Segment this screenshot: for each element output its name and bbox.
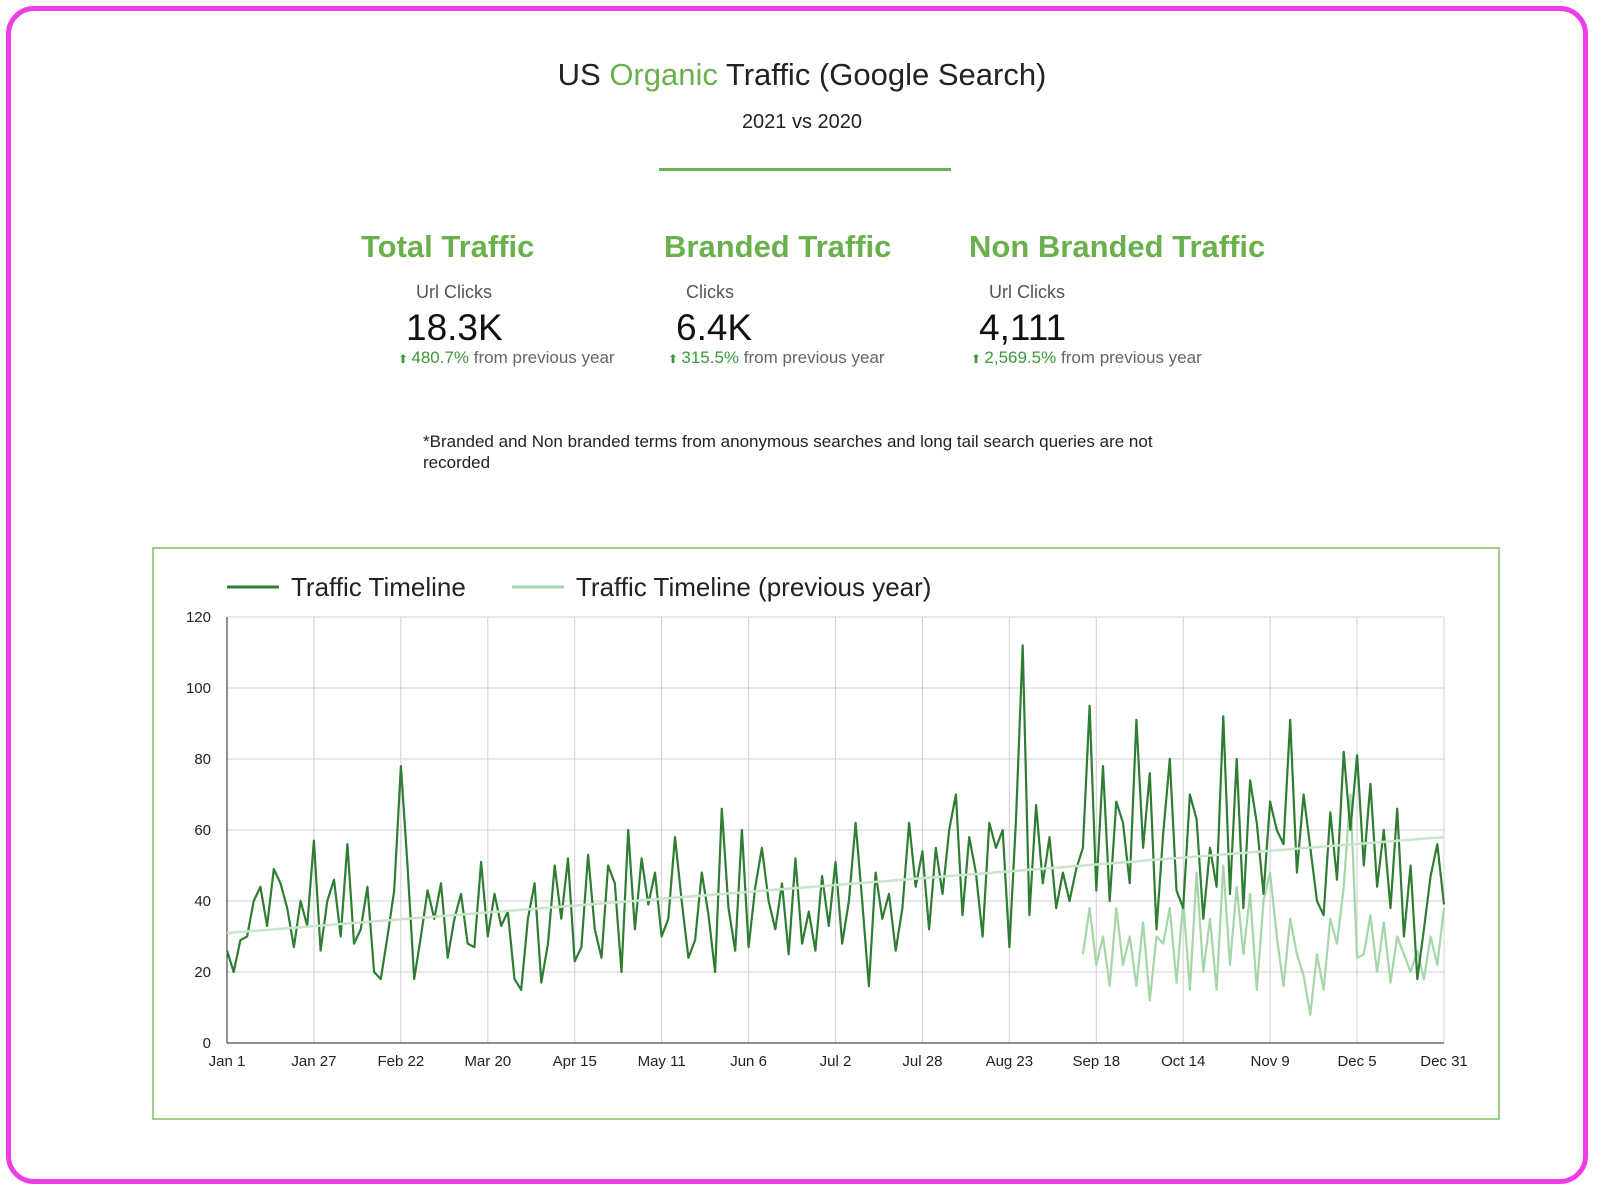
x-tick-label: Jul 28 — [902, 1053, 942, 1070]
subtitle: 2021 vs 2020 — [741, 111, 863, 133]
kpi-title: Non Branded Traffic — [969, 229, 1266, 264]
x-tick-label: Sep 18 — [1073, 1053, 1121, 1070]
x-tick-label: Aug 23 — [986, 1053, 1034, 1070]
kpi-change: ⬆ 315.5% from previous year — [668, 348, 885, 368]
divider — [659, 168, 951, 171]
title: US Organic Traffic (Google Search) — [11, 57, 1593, 93]
chart-border — [152, 547, 1500, 1120]
kpi-change-value: 2,569.5% — [984, 348, 1057, 367]
legend-label: Traffic Timeline (previous year) — [576, 572, 931, 602]
kpi-value: 4,111 — [979, 307, 1067, 348]
y-tick-label: 100 — [186, 680, 211, 697]
x-tick-label: Jan 27 — [291, 1053, 336, 1070]
kpi-change-text: from previous year — [743, 348, 885, 367]
kpi-change: ⬆ 2,569.5% from previous year — [971, 348, 1202, 368]
chart: 0 20 40 60 80 100 120 Jan 1 Jan 27 Feb 22 Mar 20 Ap… — [152, 547, 1500, 1120]
y-tick-label: 40 — [194, 893, 211, 910]
series-line — [225, 644, 1446, 991]
kpi-change-value: 315.5% — [681, 348, 740, 367]
x-tick-label: Mar 20 — [464, 1053, 511, 1070]
kpi-title: Total Traffic — [361, 229, 535, 264]
kpi-label: Clicks — [686, 282, 734, 302]
kpi-change-value: 480.7% — [411, 348, 470, 367]
trend-line — [226, 835, 1445, 935]
legend-label: Traffic Timeline — [291, 572, 466, 602]
y-tick-label: 120 — [186, 609, 211, 626]
kpi-change: ⬆ 480.7% from previous year — [398, 348, 615, 368]
page: US Organic Traffic (Google Search) 2021 … — [6, 6, 1588, 1184]
x-tick-label: Nov 9 — [1251, 1053, 1290, 1070]
x-tick-label: May 11 — [638, 1053, 686, 1070]
kpi-title: Branded Traffic — [664, 229, 892, 264]
note: *Branded and Non branded terms from anon… — [423, 432, 1153, 472]
kpi-change-text: from previous year — [473, 348, 615, 367]
x-tick-label: Dec 5 — [1337, 1053, 1376, 1070]
y-tick-label: 0 — [203, 1035, 211, 1052]
x-tick-label: Dec 31 — [1420, 1053, 1468, 1070]
kpi-change-text: from previous year — [1060, 348, 1202, 367]
kpi-label: Url Clicks — [416, 282, 492, 302]
title-part: Organic — [609, 57, 718, 92]
kpi-label: Url Clicks — [989, 282, 1065, 302]
x-tick-label: Oct 14 — [1161, 1053, 1205, 1070]
title-part: Traffic (Google Search) — [725, 57, 1047, 92]
x-tick-label: Apr 15 — [553, 1053, 597, 1070]
x-tick-label: Jul 2 — [820, 1053, 852, 1070]
up-arrow: ⬆ — [971, 352, 985, 366]
x-tick-label: Jun 6 — [730, 1053, 767, 1070]
title-part: US — [557, 57, 601, 92]
y-tick-label: 60 — [194, 822, 211, 839]
x-tick-label: Feb 22 — [378, 1053, 425, 1070]
y-tick-label: 80 — [194, 751, 211, 768]
y-tick-label: 20 — [194, 964, 211, 981]
x-tick-label: Jan 1 — [209, 1053, 246, 1070]
kpi-value: 6.4K — [676, 307, 753, 348]
series-line — [1081, 793, 1446, 1016]
up-arrow: ⬆ — [398, 352, 412, 366]
kpi-value: 18.3K — [406, 307, 503, 348]
up-arrow: ⬆ — [668, 352, 682, 366]
